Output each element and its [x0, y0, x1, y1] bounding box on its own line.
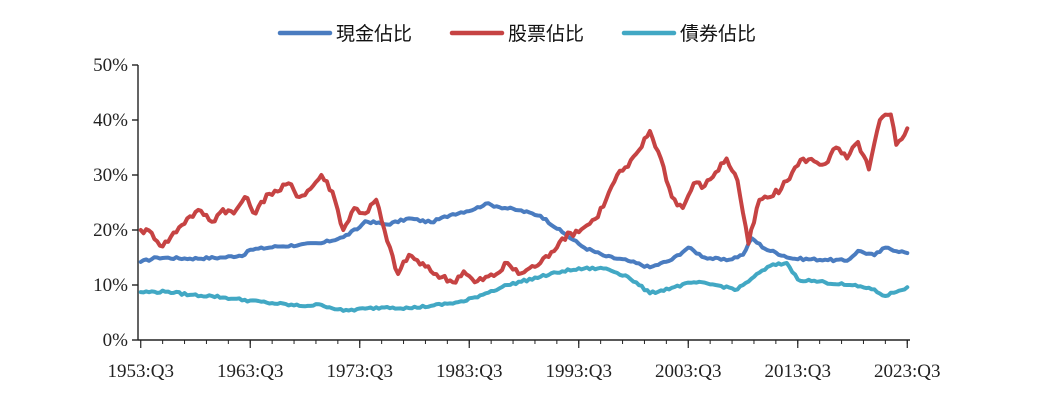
x-tick-label: 1963:Q3 [217, 361, 284, 382]
x-tick-label: 2013:Q3 [765, 361, 832, 382]
series-line [138, 201, 910, 270]
legend: 現金佔比 股票佔比 債券佔比 [277, 23, 756, 45]
x-tick-label: 1993:Q3 [546, 361, 613, 382]
legend-label: 債券佔比 [680, 23, 756, 45]
plot-series [138, 112, 910, 313]
y-axis: 0% 10% 20% 30% 40% 50% [93, 55, 139, 351]
x-tick-label: 2003:Q3 [655, 361, 722, 382]
y-tick-label: 30% [93, 165, 128, 186]
y-tick-label: 40% [93, 110, 128, 131]
x-tick-label: 1953:Q3 [107, 361, 174, 382]
series-line [138, 112, 910, 285]
legend-item: 債券佔比 [621, 23, 756, 45]
y-tick-label: 10% [93, 275, 128, 296]
legend-label: 現金佔比 [336, 23, 412, 45]
series-line [138, 261, 910, 313]
x-tick-label: 1973:Q3 [326, 361, 393, 382]
x-tick-label: 1983:Q3 [436, 361, 503, 382]
x-axis: 1953:Q3 1963:Q3 1973:Q3 1983:Q3 1993:Q3 2003:… [107, 339, 941, 382]
y-tick-label: 50% [93, 55, 128, 76]
y-tick-label: 0% [103, 330, 129, 351]
legend-label: 股票佔比 [508, 23, 584, 45]
x-tick-label: 2023:Q3 [874, 361, 941, 382]
legend-item: 股票佔比 [449, 23, 584, 45]
y-tick-label: 20% [93, 220, 128, 241]
legend-item: 現金佔比 [277, 23, 412, 45]
